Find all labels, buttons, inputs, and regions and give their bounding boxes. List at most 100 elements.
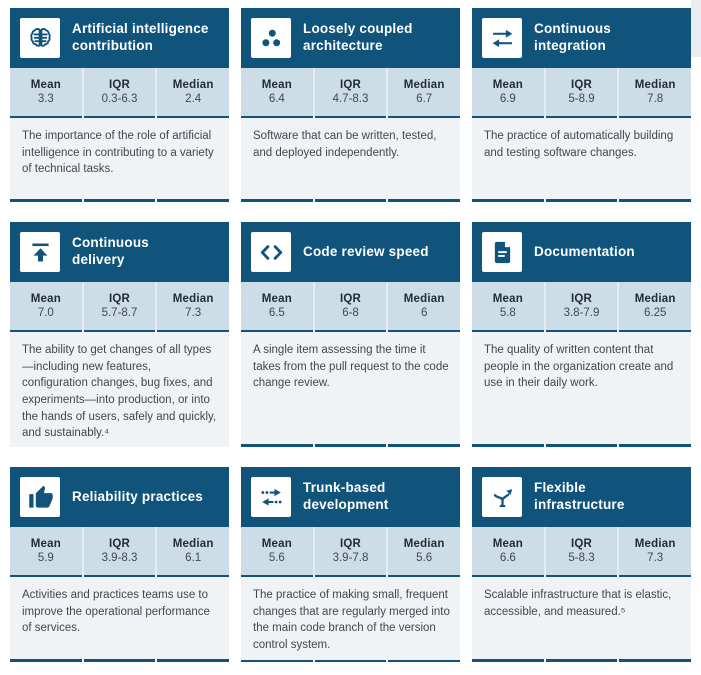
stat-mean: Mean 5.9 xyxy=(10,527,82,575)
stat-label: Mean xyxy=(30,79,61,91)
card-title: Flexible infrastructure xyxy=(534,480,625,512)
stat-median: Median 6 xyxy=(386,282,460,330)
card-title: Artificial intelligence contribution xyxy=(72,21,209,53)
page-corner-strip xyxy=(691,0,701,57)
stats-row: Mean 5.9 IQR 3.9-8.3 Median 6.1 xyxy=(10,527,229,575)
stat-label: Mean xyxy=(30,538,61,550)
stat-label: Median xyxy=(403,79,445,91)
stat-value: 6.5 xyxy=(268,307,285,319)
metric-card-ai-contribution: Artificial intelligence contribution Mea… xyxy=(10,8,229,202)
stat-mean: Mean 6.6 xyxy=(472,527,544,575)
stat-label: Mean xyxy=(261,293,292,305)
stat-mean: Mean 5.6 xyxy=(241,527,313,575)
metric-card-loosely-coupled-architecture: Loosely coupled architecture Mean 6.4 IQ… xyxy=(241,8,460,202)
card-header: Trunk-based development xyxy=(241,467,460,527)
stat-label: IQR xyxy=(339,538,362,550)
stat-label: Median xyxy=(634,79,676,91)
card-header: Continuous delivery xyxy=(10,222,229,282)
stat-mean: Mean 5.8 xyxy=(472,282,544,330)
stat-label: IQR xyxy=(570,538,593,550)
stat-iqr: IQR 5.7-8.7 xyxy=(81,282,156,330)
stats-row: Mean 5.6 IQR 3.9-7.8 Median 5.6 xyxy=(241,527,460,575)
code-brackets-icon xyxy=(251,232,291,272)
metric-card-trunk-based-development: Trunk-based development Mean 5.6 IQR 3.9… xyxy=(241,467,460,662)
stat-value: 6 xyxy=(420,307,428,319)
card-footer xyxy=(472,199,691,202)
stat-median: Median 2.4 xyxy=(155,68,229,116)
stat-mean: Mean 3.3 xyxy=(10,68,82,116)
stat-iqr: IQR 6-8 xyxy=(312,282,387,330)
card-description: A single item assessing the time it take… xyxy=(253,344,449,390)
stat-value: 6.1 xyxy=(185,552,202,564)
stats-divider xyxy=(10,330,229,332)
stat-mean: Mean 6.4 xyxy=(241,68,313,116)
stats-row: Mean 6.5 IQR 6-8 Median 6 xyxy=(241,282,460,330)
stat-value: 6.6 xyxy=(499,552,516,564)
card-title: Loosely coupled architecture xyxy=(303,21,413,53)
stat-label: Mean xyxy=(261,538,292,550)
card-title: Trunk-based development xyxy=(303,480,389,512)
stats-divider xyxy=(10,116,229,118)
card-header: Flexible infrastructure xyxy=(472,467,691,527)
stat-value: 5.8 xyxy=(499,307,516,319)
stat-label: Mean xyxy=(492,538,523,550)
stat-iqr: IQR 5-8.3 xyxy=(543,527,618,575)
stat-iqr: IQR 3.9-8.3 xyxy=(81,527,156,575)
card-description: The practice of making small, frequent c… xyxy=(253,589,450,652)
stat-value: 6.7 xyxy=(416,93,433,105)
stat-label: IQR xyxy=(339,79,362,91)
card-title: Continuous integration xyxy=(534,21,611,53)
card-description: The ability to get changes of all types—… xyxy=(22,344,217,440)
stat-value: 0.3-6.3 xyxy=(101,93,138,105)
card-footer xyxy=(10,199,229,202)
card-description: Software that can be written, tested, an… xyxy=(253,130,437,159)
card-footer xyxy=(472,444,691,447)
stats-divider xyxy=(10,575,229,577)
stat-mean: Mean 6.5 xyxy=(241,282,313,330)
stat-label: Median xyxy=(403,538,445,550)
stat-value: 7.0 xyxy=(37,307,54,319)
stat-value: 2.4 xyxy=(185,93,202,105)
stat-median: Median 5.6 xyxy=(386,527,460,575)
stat-label: Mean xyxy=(261,79,292,91)
card-description: Activities and practices teams use to im… xyxy=(22,589,210,635)
stat-value: 3.8-7.9 xyxy=(563,307,600,319)
metric-card-documentation: Documentation Mean 5.8 IQR 3.8-7.9 Media… xyxy=(472,222,691,447)
metric-card-reliability-practices: Reliability practices Mean 5.9 IQR 3.9-8… xyxy=(10,467,229,662)
stats-row: Mean 6.6 IQR 5-8.3 Median 7.3 xyxy=(472,527,691,575)
stat-label: Median xyxy=(634,538,676,550)
sync-arrows-icon xyxy=(482,18,522,58)
card-header: Artificial intelligence contribution xyxy=(10,8,229,68)
stat-value: 7.3 xyxy=(185,307,202,319)
card-title: Continuous delivery xyxy=(72,235,149,267)
stat-value: 3.3 xyxy=(37,93,54,105)
stat-value: 5.6 xyxy=(268,552,285,564)
stat-value: 6.4 xyxy=(268,93,285,105)
stats-divider xyxy=(472,330,691,332)
stat-label: IQR xyxy=(108,293,131,305)
stat-value: 6.9 xyxy=(499,93,516,105)
stat-label: Median xyxy=(403,293,445,305)
stat-value: 7.3 xyxy=(647,552,664,564)
stat-iqr: IQR 5-8.9 xyxy=(543,68,618,116)
card-title: Documentation xyxy=(534,243,635,259)
stats-row: Mean 7.0 IQR 5.7-8.7 Median 7.3 xyxy=(10,282,229,330)
card-footer xyxy=(241,659,460,662)
dotted-arrows-icon xyxy=(251,477,291,517)
stats-row: Mean 3.3 IQR 0.3-6.3 Median 2.4 xyxy=(10,68,229,116)
stat-median: Median 6.1 xyxy=(155,527,229,575)
metric-card-code-review-speed: Code review speed Mean 6.5 IQR 6-8 Media… xyxy=(241,222,460,447)
stat-value: 5-8.3 xyxy=(568,552,595,564)
card-footer xyxy=(241,199,460,202)
stat-label: Mean xyxy=(492,79,523,91)
stat-value: 5.9 xyxy=(37,552,54,564)
stat-median: Median 7.3 xyxy=(617,527,691,575)
metric-card-continuous-delivery: Continuous delivery Mean 7.0 IQR 5.7-8.7… xyxy=(10,222,229,447)
stat-label: Mean xyxy=(30,293,61,305)
document-icon xyxy=(482,232,522,272)
stats-divider xyxy=(241,116,460,118)
card-footer xyxy=(10,659,229,662)
stat-value: 6.25 xyxy=(643,307,667,319)
stat-mean: Mean 7.0 xyxy=(10,282,82,330)
brain-icon xyxy=(20,18,60,58)
